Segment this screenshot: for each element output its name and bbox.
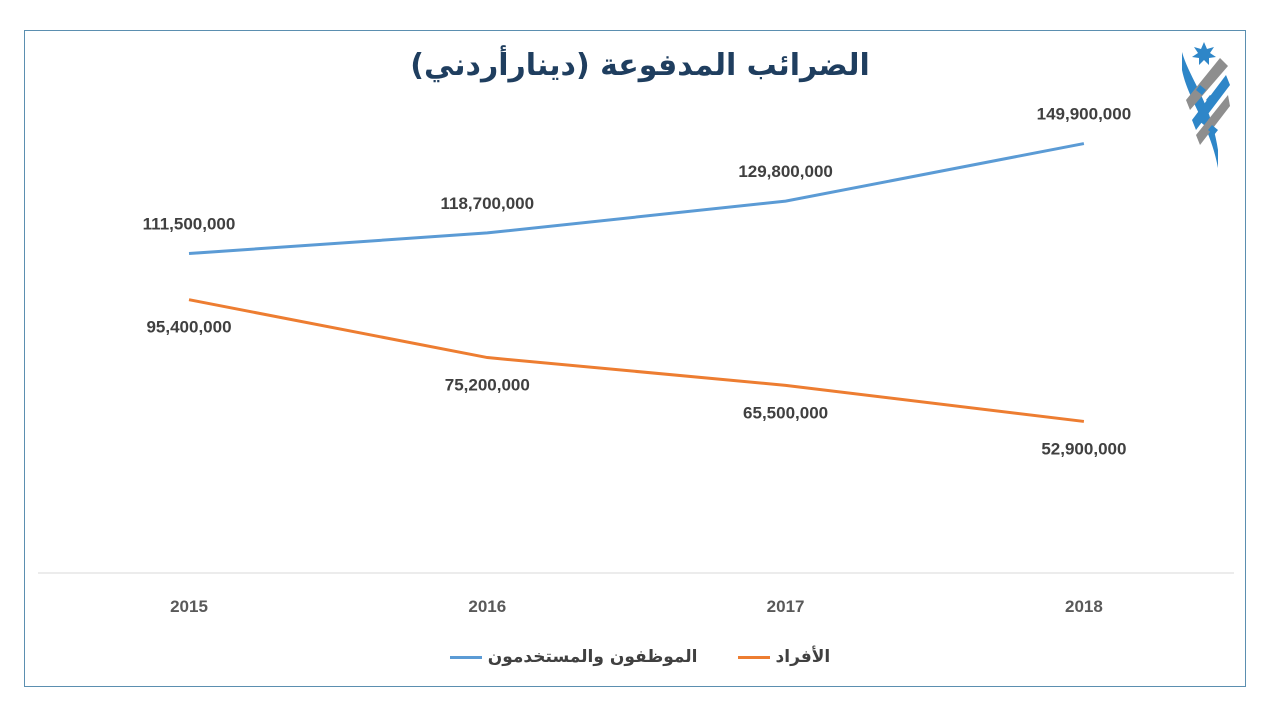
star-icon [1192,42,1216,65]
data-label: 129,800,000 [738,162,833,181]
legend-item-2: الأفراد [737,647,831,667]
chart-title: الضرائب المدفوعة (دينارأردني) [410,48,870,83]
data-label: 111,500,000 [143,215,236,234]
legend-swatch [449,655,482,659]
data-label: 149,900,000 [1037,105,1132,124]
legend-swatch [737,655,770,659]
data-label: 118,700,000 [440,194,534,213]
legend-label: الأفراد [775,647,831,667]
x-tick-label: 2015 [170,597,208,616]
data-label: 75,200,000 [445,376,530,395]
data-label: 65,500,000 [743,403,828,422]
x-tick-label: 2017 [767,597,805,616]
chart-frame [24,30,1246,687]
data-label: 52,900,000 [1041,439,1126,458]
x-tick-label: 2018 [1065,597,1103,616]
data-label: 95,400,000 [146,318,231,337]
legend: الموظفون والمستخدمون الأفراد [0,644,1280,670]
series-line-1 [188,142,1085,256]
x-tick-label: 2016 [468,597,506,616]
logo-emblem [1182,42,1230,168]
legend-item-1: الموظفون والمستخدمون [449,647,698,667]
series-line-2 [188,298,1085,423]
legend-label: الموظفون والمستخدمون [487,647,698,667]
